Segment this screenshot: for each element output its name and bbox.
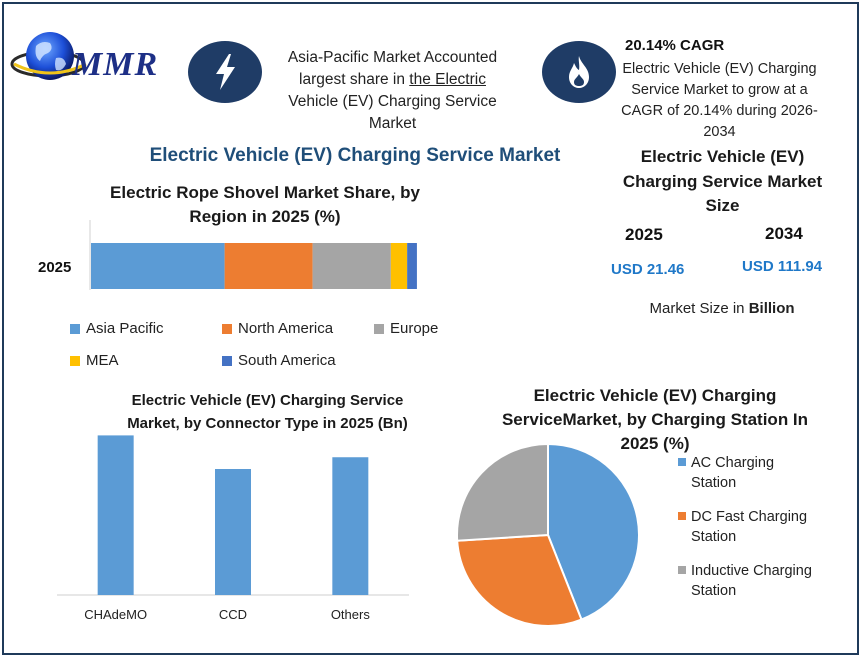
connector-chart-title: Electric Vehicle (EV) Charging Service M… <box>127 392 408 432</box>
region-stacked-bar-chart: 2025 <box>38 220 417 290</box>
market-size-footer-unit: Billion <box>748 300 795 317</box>
legend-item-north-america: North America <box>222 320 333 337</box>
connector-tick-label: CCD <box>219 607 247 622</box>
station-chart-title: Electric Vehicle (EV) Charging ServiceMa… <box>501 386 809 453</box>
asia-pacific-info: Asia-Pacific Market Accounted largest sh… <box>270 47 515 135</box>
pie-legend-label-line: DC Fast Charging <box>691 509 808 525</box>
pie-legend-item-ac-charging-station: AC Charging Station <box>678 453 775 493</box>
connector-bar-chart: CHAdeMO CCD Others <box>57 435 409 622</box>
cagr-title: 20.14% CAGR <box>625 37 725 54</box>
connector-bar-ccd <box>215 469 251 595</box>
logo-text: MMR <box>72 46 159 83</box>
info-line-2: largest share in the Electric <box>270 69 515 91</box>
pie-legend-label-line: Station <box>691 583 737 599</box>
pie-legend-item-inductive-charging-station: Inductive Charging Station <box>678 561 812 601</box>
legend-label: Asia Pacific <box>86 320 164 337</box>
mmr-logo: MMR <box>10 24 175 94</box>
pie-legend-swatch <box>678 512 686 520</box>
globe-icon <box>10 32 87 80</box>
connector-tick-label: Others <box>331 607 371 622</box>
legend-label: Europe <box>390 320 439 337</box>
lightning-bolt-icon <box>188 41 262 103</box>
connector-bar-chademo <box>97 435 134 595</box>
legend-swatch <box>222 355 232 366</box>
legend-item-south-america: South America <box>222 352 336 369</box>
market-size-footer: Market Size in Billion <box>617 300 827 317</box>
legend-label: South America <box>238 352 336 369</box>
pie-legend-swatch <box>678 566 686 574</box>
pie-slice-ac-charging-station <box>547 442 640 621</box>
market-size-title: Electric Vehicle (EV) Charging Service M… <box>622 147 823 215</box>
legend-label: North America <box>238 320 334 337</box>
legend-swatch <box>222 323 232 334</box>
legend-swatch <box>70 355 80 366</box>
legend-item-mea: MEA <box>70 352 119 369</box>
connector-tick-label: CHAdeMO <box>84 607 147 622</box>
legend-swatch <box>374 323 384 334</box>
market-size-year-2025: 2025 <box>625 225 663 244</box>
legend-label: MEA <box>86 352 119 369</box>
main-title: Electric Vehicle (EV) Charging Service M… <box>149 145 561 166</box>
region-bar-segment-mea <box>390 243 408 289</box>
region-bar-segment-south-america <box>407 243 417 289</box>
pie-legend-label-line: Inductive Charging <box>691 563 812 579</box>
pie-slice-inductive-charging-station <box>456 442 549 542</box>
market-size-value-2034: USD 111.94 <box>742 258 823 275</box>
legend-item-europe: Europe <box>374 320 438 337</box>
region-category-label: 2025 <box>38 259 71 276</box>
legend-swatch <box>70 323 80 334</box>
pie-legend-label-line: AC Charging <box>691 455 775 471</box>
connector-bar-others <box>332 457 369 595</box>
cagr-text: Electric Vehicle (EV) Charging Service M… <box>621 61 818 140</box>
market-size-footer-pre: Market Size in <box>649 300 749 317</box>
legend-item-asia-pacific: Asia Pacific <box>70 320 164 337</box>
pie-legend-item-dc-fast-charging-station: DC Fast Charging Station <box>678 507 808 547</box>
info-line-2-pre: largest share in <box>299 71 410 88</box>
info-line-2-underlined: the Electric <box>409 71 486 88</box>
flame-icon <box>542 41 616 103</box>
region-bar-segment-asia-pacific <box>91 243 225 289</box>
region-bar-segment-north-america <box>224 243 313 289</box>
info-line-3: Vehicle (EV) Charging Service <box>288 93 497 110</box>
pie-legend-label-line: Station <box>691 529 737 545</box>
pie-legend-swatch <box>678 458 686 466</box>
pie-slice-dc-fast-charging-station <box>456 533 583 627</box>
pie-legend-label-line: Station <box>691 475 737 491</box>
info-line-4: Market <box>368 115 417 132</box>
region-bar-segment-europe <box>312 243 391 289</box>
region-chart-title: Electric Rope Shovel Market Share, by Re… <box>110 183 420 226</box>
info-line-1: Asia-Pacific Market Accounted <box>287 49 498 66</box>
market-size-year-2034: 2034 <box>765 224 803 243</box>
market-size-value-2025: USD 21.46 <box>611 261 685 278</box>
station-pie-chart <box>456 442 640 627</box>
